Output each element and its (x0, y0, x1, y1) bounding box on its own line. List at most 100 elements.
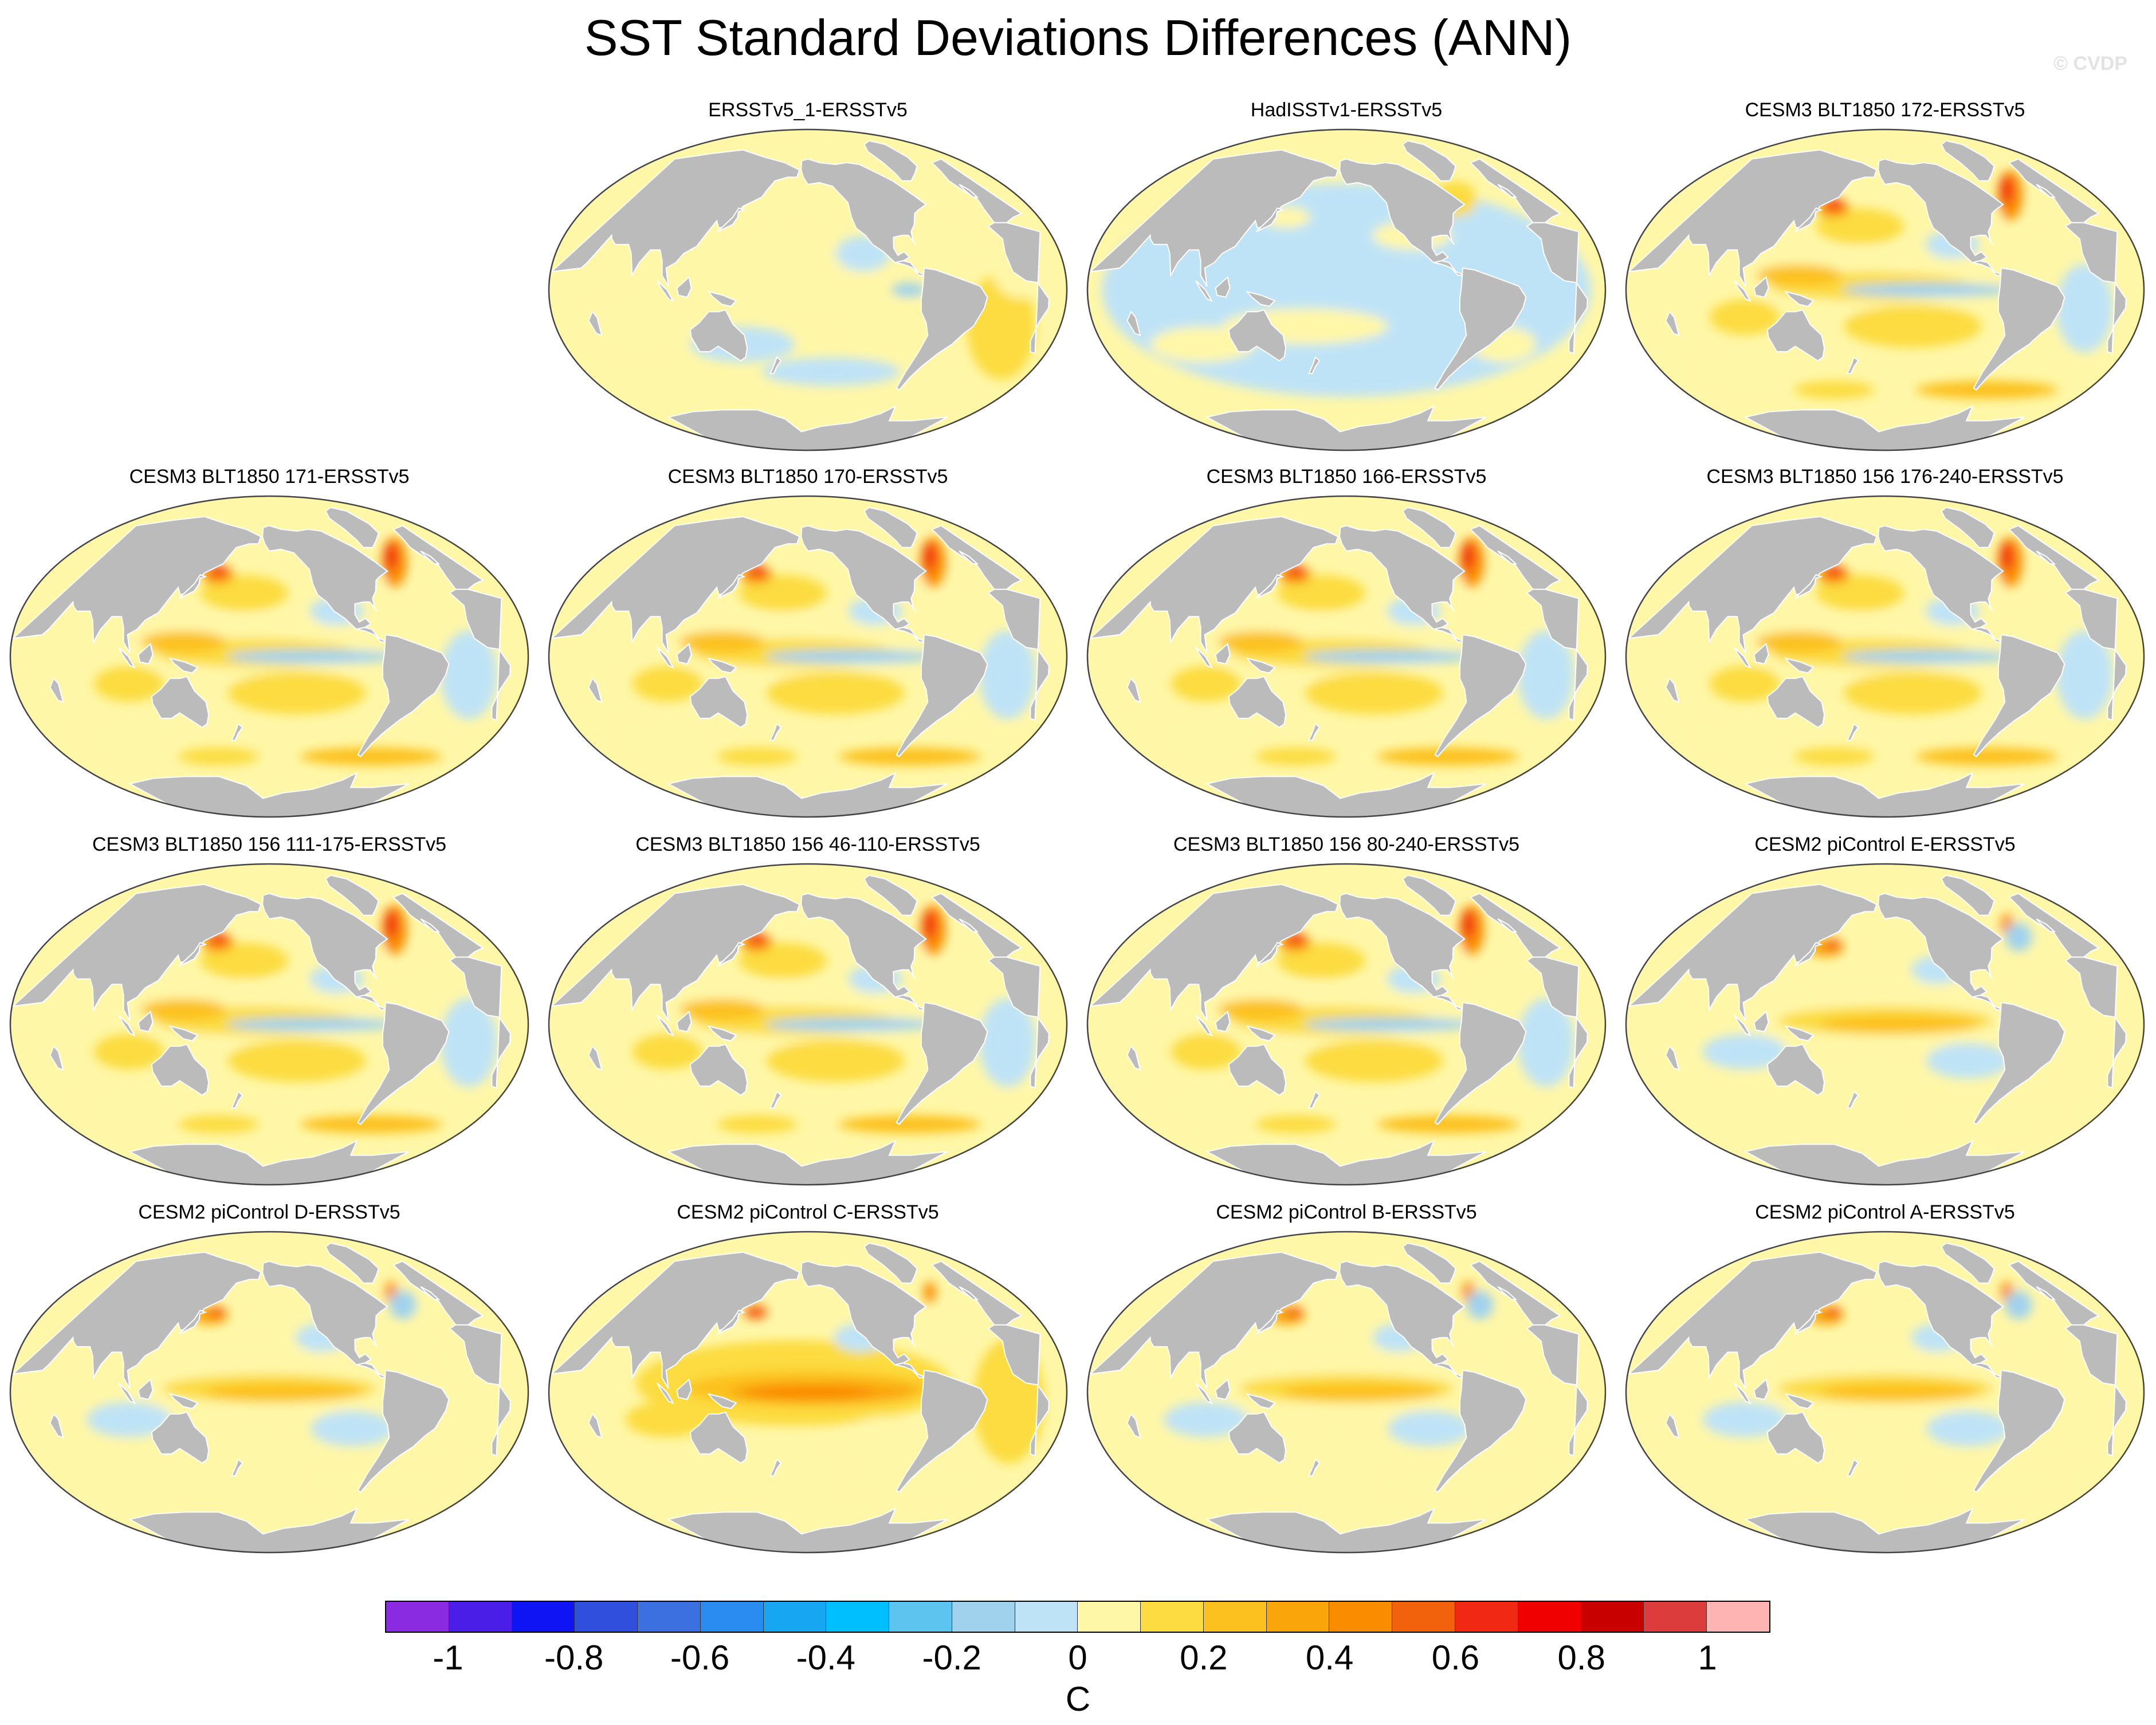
land-south-america (1434, 1001, 1527, 1125)
land-north-america (800, 893, 927, 998)
anomaly-region (924, 1281, 936, 1303)
anomaly-region (385, 910, 398, 939)
land-uk (2036, 1286, 2056, 1300)
land-uk (1497, 184, 1518, 198)
land-antarctica (1205, 1507, 1486, 1553)
panel-title: CESM2 piControl E-ERSSTv5 (1754, 834, 2016, 855)
land-indonesia-b (1215, 1378, 1231, 1400)
panel-title: CESM3 BLT1850 166-ERSSTv5 (1206, 466, 1487, 488)
anomaly-region (1709, 666, 1780, 702)
colorbar-swatch (511, 1602, 575, 1632)
anomaly-region (93, 1034, 164, 1070)
land-madagascar (588, 677, 603, 703)
land-new-zealand (1846, 356, 1859, 374)
land-antarctica (666, 405, 948, 450)
anomaly-region (1255, 1115, 1337, 1134)
map-panel: CESM3 BLT1850 156 46-110-ERSSTv5 (539, 832, 1077, 1199)
anomaly-region (1171, 1034, 1241, 1070)
anomaly-region (716, 1115, 798, 1134)
land-north-america (1339, 893, 1466, 998)
land-indonesia-c (707, 657, 737, 674)
figure-title: SST Standard Deviations Differences (ANN… (584, 9, 1572, 66)
land-greenland (1941, 506, 1995, 548)
map-outline (1625, 128, 2145, 451)
anomaly-region (632, 1034, 702, 1070)
land-indonesia-a (657, 647, 675, 669)
map-outline (9, 863, 529, 1186)
land-greenland (1941, 1242, 1995, 1284)
land-japan (178, 941, 207, 967)
land-madagascar (588, 1413, 603, 1439)
land-indonesia-b (1753, 1010, 1769, 1032)
anomaly-region (1389, 1472, 1521, 1494)
land-japan (1255, 941, 1285, 967)
land-indonesia-a (118, 1382, 136, 1404)
world-map (9, 495, 529, 818)
panel-title: CESM2 piControl B-ERSSTv5 (1216, 1201, 1477, 1223)
anomaly-region (1305, 1039, 1443, 1082)
land-south-america (1973, 1001, 2065, 1125)
anomaly-region (226, 1017, 399, 1032)
land-south-america (896, 267, 988, 391)
anomaly-region (1285, 1307, 1303, 1318)
anomaly-region (1793, 747, 1875, 766)
world-map (1625, 495, 2145, 818)
anomaly-region (909, 226, 976, 262)
land-new-zealand (769, 356, 782, 374)
map-panel: HadISSTv1-ERSSTv5 (1077, 97, 1616, 464)
anomaly-region (85, 724, 178, 753)
land-japan (717, 941, 746, 967)
land-indonesia-a (657, 1015, 675, 1036)
anomaly-region (440, 630, 497, 720)
anomaly-region (1915, 747, 2058, 766)
anomaly-region (1303, 649, 1476, 664)
watermark: © CVDP (2053, 53, 2127, 74)
colorbar-tick-label: 0 (1068, 1638, 1087, 1677)
land-indonesia-a (1195, 1382, 1214, 1404)
land-indonesia-b (1753, 276, 1769, 298)
panel-title: CESM2 piControl C-ERSSTv5 (677, 1201, 939, 1223)
land-north-america (1878, 525, 2004, 630)
colorbar-swatch (700, 1602, 763, 1632)
land-south-america (896, 1369, 988, 1493)
world-map (548, 495, 1068, 818)
world-map (1625, 1231, 2145, 1554)
map-outline (1086, 863, 1607, 1186)
anomaly-region (1377, 1115, 1519, 1134)
land-antarctica (1743, 1139, 2025, 1185)
land-south-america (1973, 1369, 2065, 1493)
colorbar-swatch (574, 1602, 638, 1632)
colorbar-swatch (1014, 1602, 1078, 1632)
land-japan (1794, 573, 1823, 599)
anomaly-region (312, 1472, 443, 1494)
world-map (1086, 128, 1607, 451)
land-africa (1526, 956, 1588, 1089)
land-antarctica (1743, 405, 2025, 450)
anomaly-region (1305, 671, 1443, 714)
world-map (1086, 863, 1607, 1186)
map-panel: ERSSTv5_1-ERSSTv5 (539, 97, 1077, 464)
anomaly-region (632, 666, 702, 702)
land-uk (1497, 551, 1518, 565)
colorbar-tick-label: -1 (433, 1638, 464, 1677)
land-indonesia-a (1734, 1382, 1752, 1404)
anomaly-region (2056, 263, 2113, 353)
anomaly-region (979, 630, 1036, 720)
land-africa (987, 1324, 1050, 1457)
anomaly-region (227, 1039, 366, 1082)
land-indonesia-b (676, 642, 692, 665)
land-japan (1255, 207, 1285, 233)
anomaly-region (841, 1416, 936, 1459)
land-africa (1526, 222, 1588, 355)
anomaly-region (1701, 724, 1793, 753)
land-indonesia-c (1784, 290, 1815, 307)
land-africa (449, 588, 511, 721)
anomaly-region (1517, 997, 1574, 1087)
land-antarctica (1205, 405, 1486, 450)
anomaly-region (1815, 208, 1904, 244)
land-uk (1497, 1286, 1518, 1300)
land-madagascar (588, 311, 603, 336)
anomaly-region (1820, 1015, 1979, 1034)
world-map (9, 1231, 529, 1554)
land-new-zealand (769, 722, 782, 741)
